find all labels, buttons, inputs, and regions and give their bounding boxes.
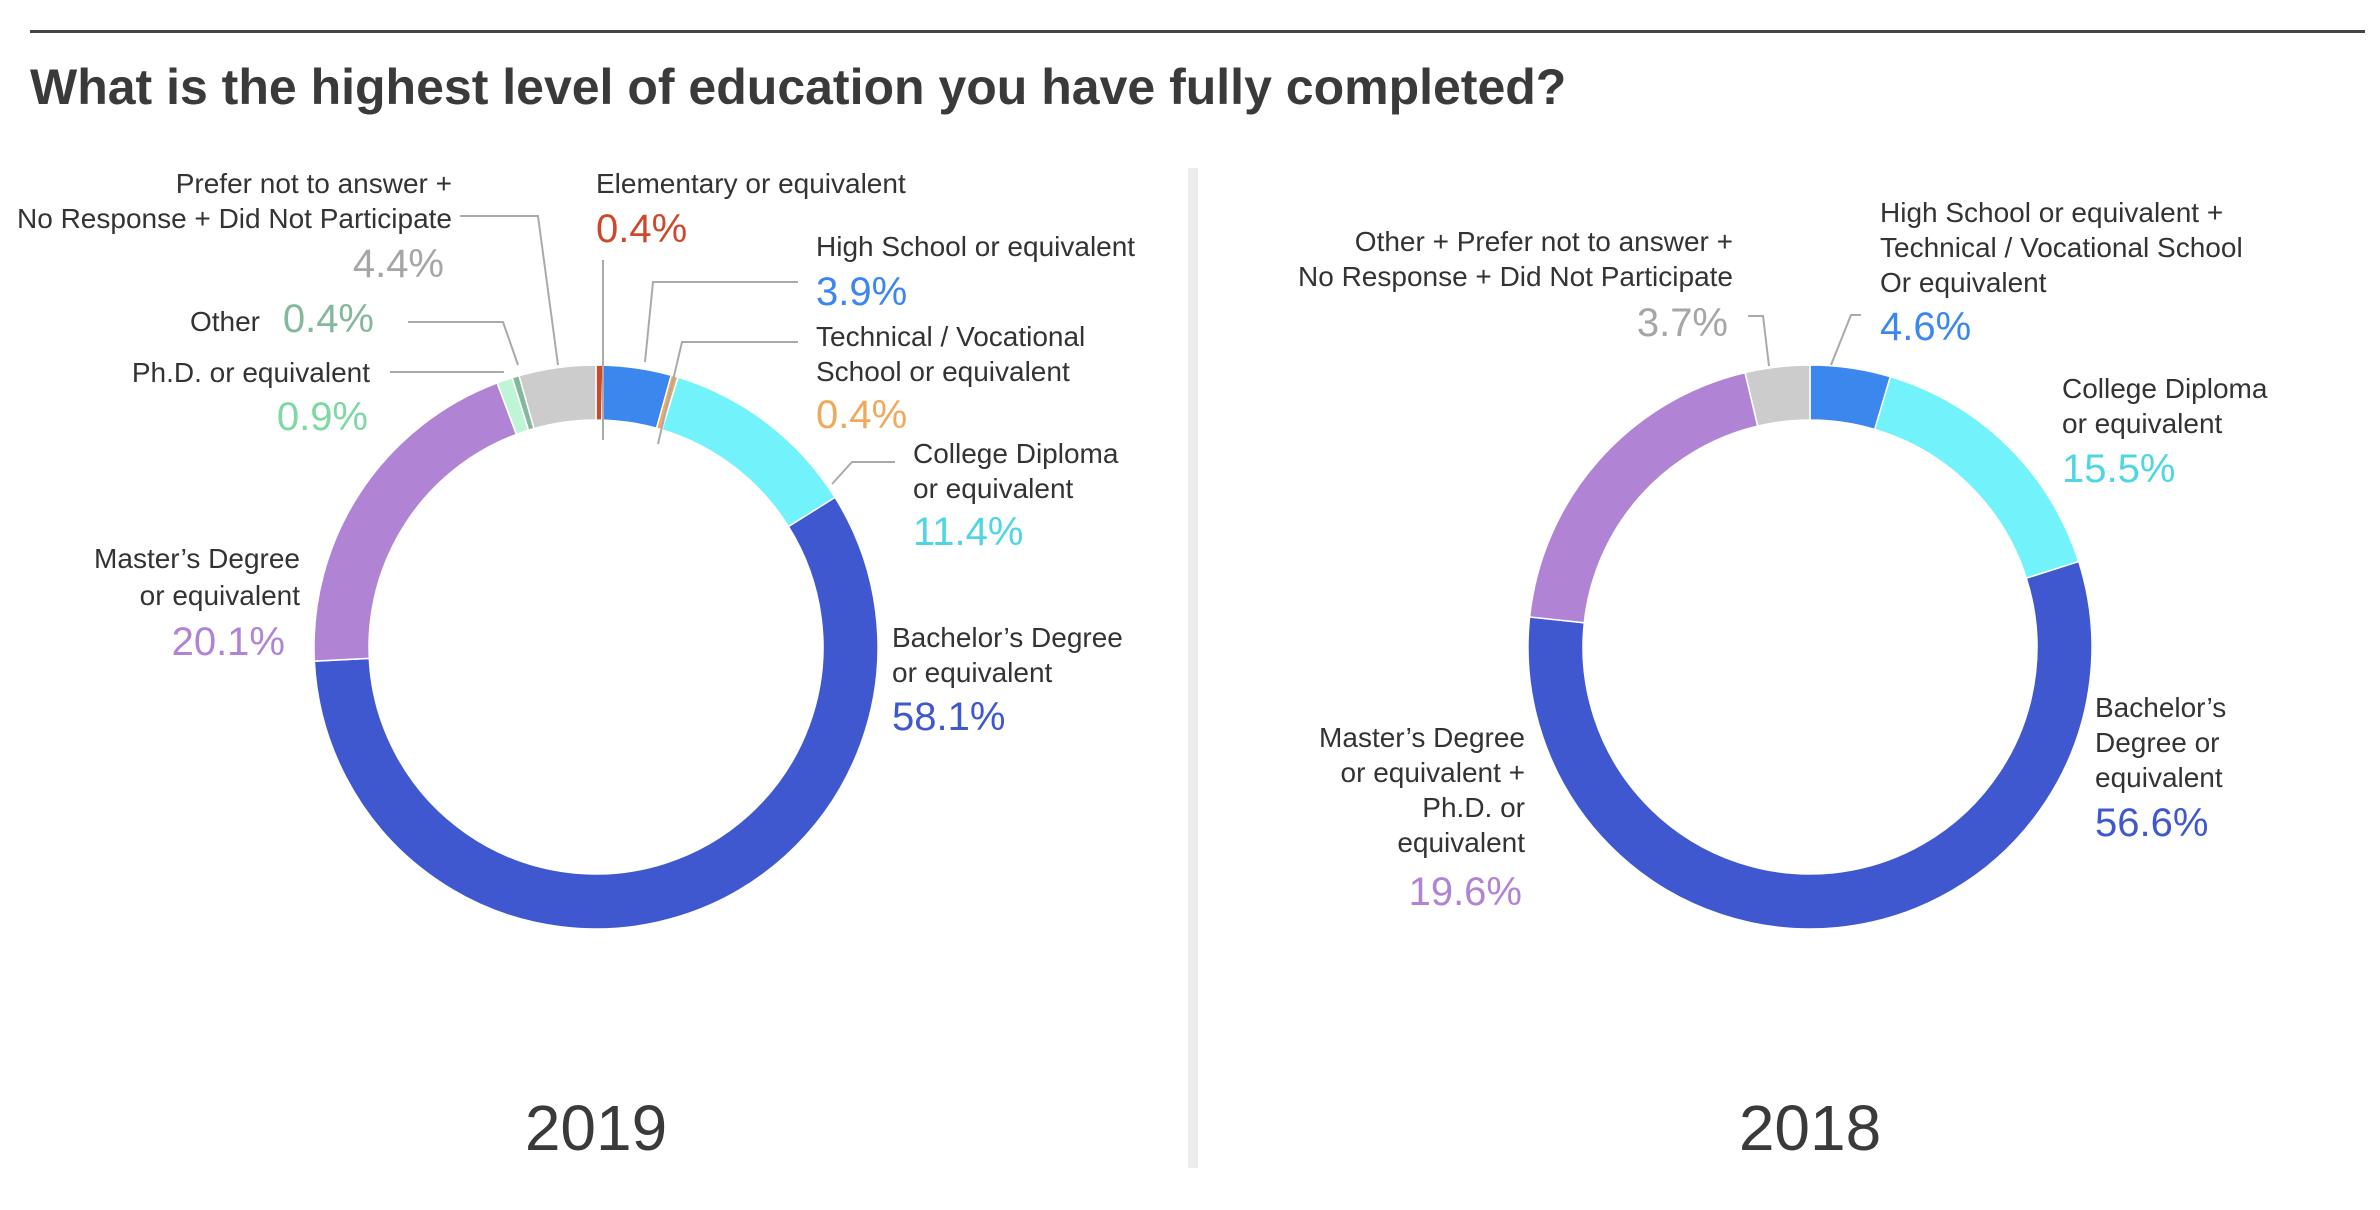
label-2018-other-2: No Response + Did Not Participate <box>1298 261 1733 292</box>
value-2018-bachelor: 56.6% <box>2095 801 2208 845</box>
label-2019-master-2: or equivalent <box>140 580 301 611</box>
value-2019-technical: 0.4% <box>816 393 907 437</box>
leader-college <box>831 461 895 485</box>
value-2019-college: 11.4% <box>913 510 1023 554</box>
value-2019-bachelor: 58.1% <box>892 695 1005 739</box>
value-2019-prefer: 4.4% <box>353 242 444 286</box>
label-2019-highschool: High School or equivalent <box>816 231 1135 262</box>
value-2019-phd: 0.9% <box>277 395 368 439</box>
value-2019-highschool: 3.9% <box>816 270 907 314</box>
label-2018-bachelor-1: Bachelor’s <box>2095 692 2226 723</box>
leader-2018-highschool <box>1830 314 1861 366</box>
year-2019: 2019 <box>525 1092 667 1164</box>
label-2018-other-1: Other + Prefer not to answer + <box>1355 226 1733 257</box>
value-2018-college: 15.5% <box>2062 447 2175 491</box>
label-2019-bachelor-2: or equivalent <box>892 657 1053 688</box>
label-2018-highschool-1: High School or equivalent + <box>1880 197 2223 228</box>
label-2018-master-4: equivalent <box>1397 827 1525 858</box>
label-2018-college-2: or equivalent <box>2062 408 2223 439</box>
label-2019-college-2: or equivalent <box>913 473 1074 504</box>
value-2019-other: 0.4% <box>283 297 374 341</box>
slice-2018-college-diploma-or-equivalent <box>1873 375 2080 580</box>
donut-2019 <box>313 364 879 930</box>
slice-2019-prefer-not-to-answer-no-response-did-not-participate <box>518 364 597 430</box>
label-2019-prefer-2: No Response + Did Not Participate <box>17 203 452 234</box>
donut-2018 <box>1527 364 2093 930</box>
slice-2018-bachelor-s-degree-or-equivalent <box>1527 560 2093 930</box>
slice-2018-master-s-degree-or-equivalent-ph-d-or-equivalent <box>1528 371 1759 624</box>
label-2018-highschool-3: Or equivalent <box>1880 267 2047 298</box>
value-2019-elementary: 0.4% <box>596 207 687 251</box>
slice-2018-other-prefer-not-to-answer-no-response-did-not-participate <box>1744 364 1811 428</box>
label-2019-other: Other <box>190 306 260 337</box>
label-2018-highschool-2: Technical / Vocational School <box>1880 232 2243 263</box>
label-2019-elementary: Elementary or equivalent <box>596 168 906 199</box>
chart-divider <box>1188 168 1198 1168</box>
leader-lines <box>390 215 1861 485</box>
value-2018-master: 19.6% <box>1409 870 1522 914</box>
leader-highschool <box>644 281 798 363</box>
label-2018-master-2: or equivalent + <box>1341 757 1525 788</box>
label-2019-technical-2: School or equivalent <box>816 356 1070 387</box>
label-2018-master-1: Master’s Degree <box>1319 722 1525 753</box>
leader-other <box>408 321 519 366</box>
year-2018: 2018 <box>1739 1092 1881 1164</box>
leader-technical <box>657 341 798 445</box>
label-2019-prefer-1: Prefer not to answer + <box>176 168 452 199</box>
label-2018-bachelor-3: equivalent <box>2095 762 2223 793</box>
value-2019-master: 20.1% <box>172 620 285 664</box>
slice-2019-college-diploma-or-equivalent <box>661 376 837 528</box>
leader-2018-other <box>1748 315 1770 367</box>
label-2019-bachelor-1: Bachelor’s Degree <box>892 622 1123 653</box>
label-2019-college-1: College Diploma <box>913 438 1119 469</box>
label-2018-master-3: Ph.D. or <box>1422 792 1525 823</box>
label-2019-technical-1: Technical / Vocational <box>816 321 1085 352</box>
value-2018-other: 3.7% <box>1637 301 1728 345</box>
label-2019-phd: Ph.D. or equivalent <box>132 357 370 388</box>
top-rule <box>30 30 2365 33</box>
page-title: What is the highest level of education y… <box>30 59 1567 115</box>
label-2018-college-1: College Diploma <box>2062 373 2268 404</box>
slice-2019-bachelor-s-degree-or-equivalent <box>313 496 879 930</box>
value-2018-highschool: 4.6% <box>1880 305 1971 349</box>
leader-prefer <box>460 215 559 366</box>
label-2018-bachelor-2: Degree or <box>2095 727 2220 758</box>
label-2019-master-1: Master’s Degree <box>94 543 300 574</box>
